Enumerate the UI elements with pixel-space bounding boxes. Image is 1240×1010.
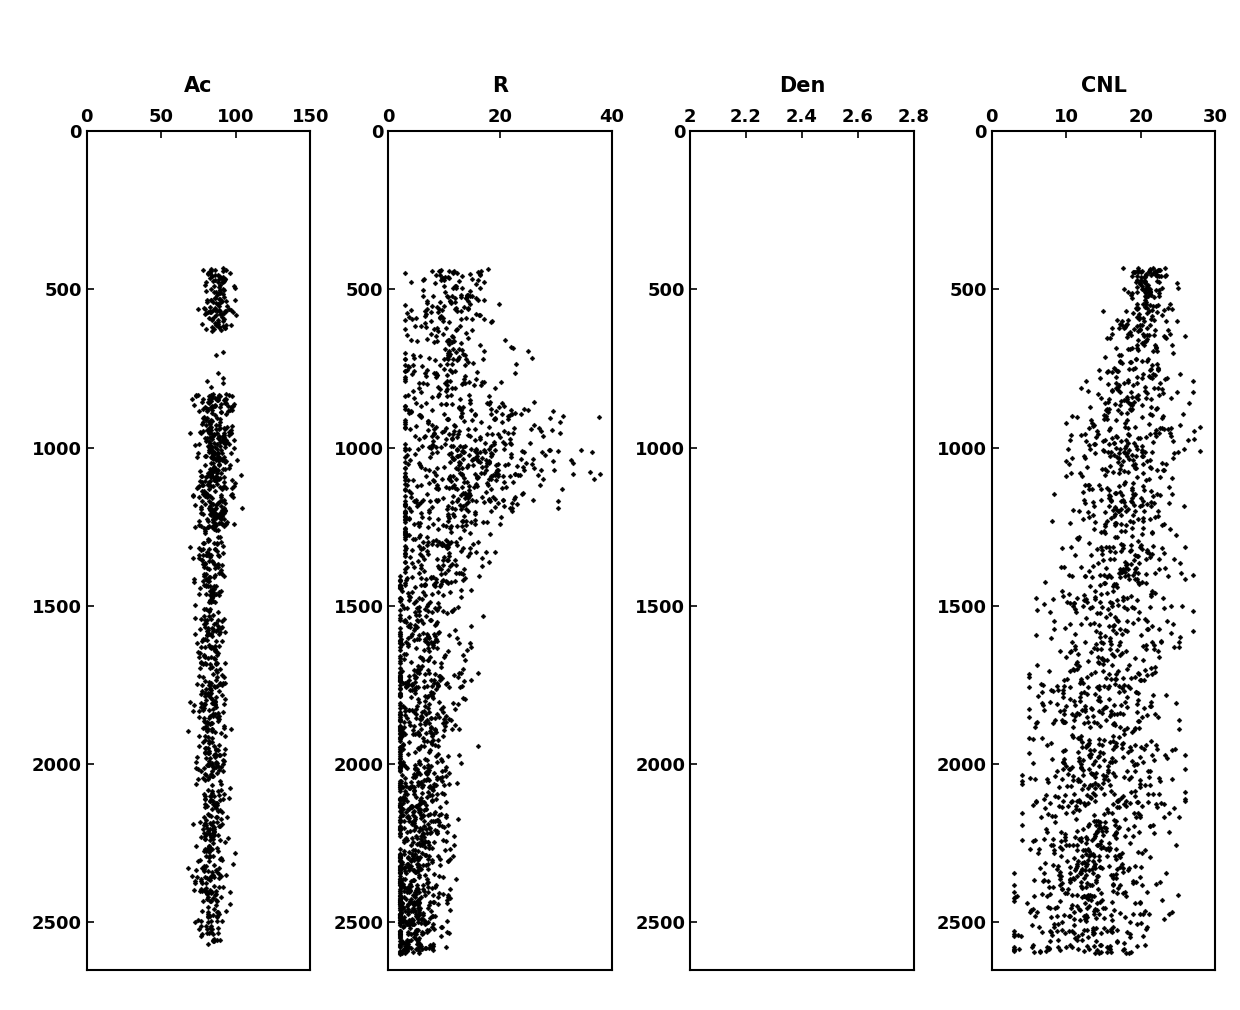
Title: CNL: CNL xyxy=(1080,77,1126,96)
Title: R: R xyxy=(492,77,508,96)
Title: Den: Den xyxy=(779,77,825,96)
Title: Ac: Ac xyxy=(185,77,213,96)
